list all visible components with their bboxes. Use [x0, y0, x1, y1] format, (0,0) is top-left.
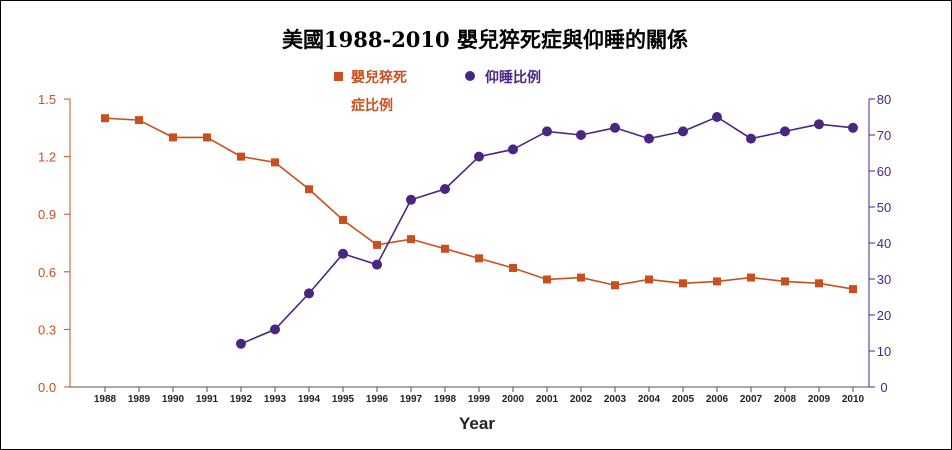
data-point-square — [407, 235, 415, 244]
data-point-square — [577, 273, 585, 282]
data-point-square — [679, 279, 687, 288]
data-point-circle — [848, 122, 858, 133]
data-point-circle — [508, 144, 518, 155]
right-tick-label: 10 — [877, 344, 891, 359]
right-tick-label: 0 — [880, 380, 887, 395]
x-axis-label: Year — [459, 414, 495, 433]
x-tick-label: 2008 — [774, 394, 797, 405]
x-tick-label: 2009 — [808, 394, 831, 405]
x-tick-label: 1990 — [162, 394, 185, 405]
data-point-circle — [270, 324, 280, 335]
x-tick-label: 2003 — [604, 394, 627, 405]
x-tick-label: 1998 — [434, 394, 457, 405]
chart-title: 美國1988-2010 嬰兒猝死症與仰睡的關係 — [282, 27, 688, 52]
data-point-circle — [372, 259, 382, 270]
data-point-circle — [746, 133, 756, 144]
data-point-square — [203, 133, 211, 142]
data-point-circle — [712, 112, 722, 122]
left-tick-label: 0.9 — [38, 207, 56, 222]
data-point-square — [815, 279, 823, 288]
data-point-square — [135, 116, 143, 125]
legend: 嬰兒猝死 症比例 仰睡比例 — [334, 69, 541, 114]
x-tick-label: 1993 — [264, 394, 287, 405]
data-point-square — [237, 152, 245, 161]
x-tick-label: 2010 — [842, 394, 865, 405]
legend-label-sids-line1: 嬰兒猝死 — [351, 69, 407, 86]
data-point-circle — [644, 133, 654, 144]
data-point-circle — [236, 338, 246, 349]
left-tick-label: 0.3 — [38, 322, 56, 337]
x-tick-label: 2006 — [706, 394, 729, 405]
data-point-square — [169, 133, 177, 142]
data-point-circle — [780, 126, 790, 137]
left-tick-label: 0.6 — [38, 265, 56, 280]
data-point-square — [475, 254, 483, 263]
legend-label-back-sleep: 仰睡比例 — [485, 69, 541, 86]
data-point-square — [747, 273, 755, 282]
series-line — [104, 117, 854, 290]
x-tick-label: 2001 — [536, 394, 559, 405]
series-sids — [101, 114, 857, 294]
data-point-square — [305, 185, 313, 194]
data-point-circle — [576, 130, 586, 140]
data-point-square — [849, 285, 857, 294]
x-tick-label: 1989 — [128, 394, 151, 405]
x-tick-label: 1994 — [298, 394, 321, 405]
x-tick-label: 1988 — [94, 394, 117, 405]
data-point-square — [441, 244, 449, 253]
data-point-circle — [542, 126, 552, 137]
x-tick-label: 1997 — [400, 394, 423, 405]
data-point-square — [339, 215, 347, 224]
right-tick-label: 50 — [877, 200, 891, 215]
legend-marker-sids — [334, 72, 343, 81]
x-tick-label: 1995 — [332, 394, 355, 405]
data-point-square — [543, 275, 551, 284]
data-point-circle — [474, 151, 484, 162]
data-point-square — [101, 114, 109, 123]
legend-marker-back-sleep — [465, 71, 475, 81]
x-tick-label: 2002 — [570, 394, 593, 405]
right-tick-label: 40 — [877, 236, 891, 251]
data-point-circle — [304, 288, 314, 299]
data-point-circle — [814, 119, 824, 130]
data-point-circle — [610, 122, 620, 133]
x-tick-label: 1991 — [196, 394, 219, 405]
left-tick-label: 0.0 — [38, 380, 56, 395]
x-tick-label: 1999 — [468, 394, 491, 405]
x-tick-label: 2007 — [740, 394, 763, 405]
x-tick-label: 1996 — [366, 394, 389, 405]
data-point-square — [781, 277, 789, 286]
left-axis-ticks: 0.0 0.3 0.6 0.9 1.2 1.5 — [38, 92, 70, 395]
data-point-circle — [678, 126, 688, 137]
left-tick-label: 1.5 — [38, 92, 56, 107]
data-point-circle — [338, 248, 348, 259]
right-axis-ticks: 0 10 20 30 40 50 60 70 80 — [869, 92, 891, 395]
right-tick-label: 60 — [877, 164, 891, 179]
legend-label-sids-line2: 症比例 — [351, 97, 393, 114]
data-point-square — [713, 277, 721, 286]
data-point-square — [509, 263, 517, 272]
data-point-circle — [406, 194, 416, 205]
x-tick-label: 2000 — [502, 394, 525, 405]
right-tick-label: 80 — [877, 92, 891, 107]
x-tick-label: 1992 — [230, 394, 253, 405]
data-point-circle — [440, 184, 450, 194]
data-point-square — [645, 275, 653, 284]
x-axis-ticks: 1988 1989 1990 1991 1992 1993 1994 1995 1996 1997… — [94, 387, 865, 405]
series-back-sleep — [236, 112, 858, 349]
data-point-square — [271, 158, 279, 167]
series-line — [240, 116, 854, 345]
left-tick-label: 1.2 — [38, 150, 56, 165]
data-point-square — [611, 281, 619, 290]
x-tick-label: 2004 — [638, 394, 661, 405]
right-tick-label: 30 — [877, 272, 891, 287]
right-tick-label: 20 — [877, 308, 891, 323]
right-tick-label: 70 — [877, 128, 891, 143]
data-point-square — [373, 240, 381, 249]
x-tick-label: 2005 — [672, 394, 695, 405]
